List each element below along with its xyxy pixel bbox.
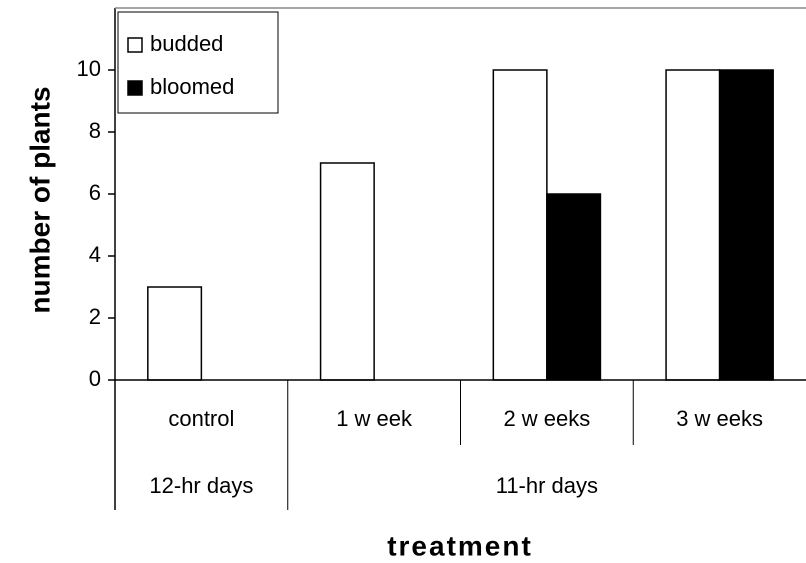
legend-label: bloomed xyxy=(150,74,234,99)
x-axis-title: treatment xyxy=(387,530,533,561)
legend-swatch xyxy=(127,80,143,96)
legend-label: budded xyxy=(150,31,223,56)
bar xyxy=(147,286,203,381)
bar xyxy=(319,162,375,381)
y-tick-label: 10 xyxy=(77,56,101,81)
group-label: 11-hr days xyxy=(496,473,598,498)
bar xyxy=(546,193,602,381)
y-tick-label: 6 xyxy=(89,180,101,205)
y-tick-label: 8 xyxy=(89,118,101,143)
bar xyxy=(492,69,548,381)
legend-box xyxy=(117,11,279,114)
x-tick-label: control xyxy=(168,406,234,431)
y-tick-label: 2 xyxy=(89,304,101,329)
x-tick-label: 1 w eek xyxy=(336,406,413,431)
x-tick-label: 2 w eeks xyxy=(503,406,590,431)
legend-swatch xyxy=(127,37,143,53)
y-tick-label: 0 xyxy=(89,366,101,391)
group-label: 12-hr days xyxy=(149,473,253,498)
y-tick-label: 4 xyxy=(89,242,101,267)
y-axis-title: number of plants xyxy=(24,86,55,313)
x-tick-label: 3 w eeks xyxy=(676,406,763,431)
bar xyxy=(718,69,774,381)
bar xyxy=(665,69,721,381)
